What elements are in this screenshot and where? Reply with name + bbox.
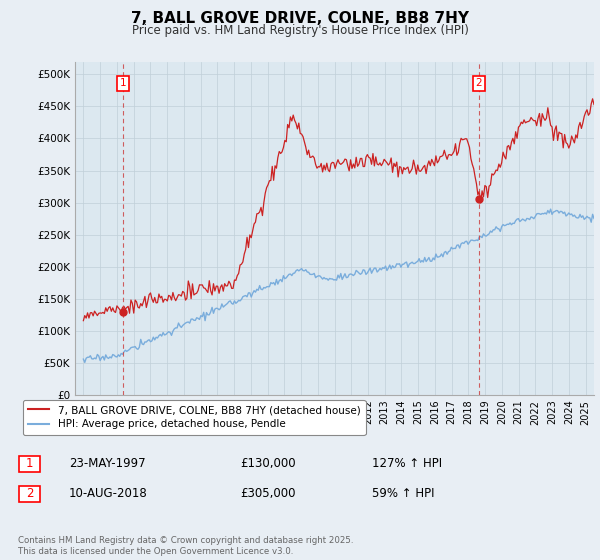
Text: 1: 1 [26, 457, 33, 470]
Text: Price paid vs. HM Land Registry's House Price Index (HPI): Price paid vs. HM Land Registry's House … [131, 24, 469, 36]
Text: £130,000: £130,000 [240, 457, 296, 470]
Text: 2: 2 [26, 487, 33, 501]
Text: 127% ↑ HPI: 127% ↑ HPI [372, 457, 442, 470]
Text: 7, BALL GROVE DRIVE, COLNE, BB8 7HY: 7, BALL GROVE DRIVE, COLNE, BB8 7HY [131, 11, 469, 26]
Legend: 7, BALL GROVE DRIVE, COLNE, BB8 7HY (detached house), HPI: Average price, detach: 7, BALL GROVE DRIVE, COLNE, BB8 7HY (det… [23, 400, 365, 435]
Text: 59% ↑ HPI: 59% ↑ HPI [372, 487, 434, 501]
FancyBboxPatch shape [19, 486, 40, 502]
Text: 10-AUG-2018: 10-AUG-2018 [69, 487, 148, 501]
FancyBboxPatch shape [19, 456, 40, 472]
Text: 23-MAY-1997: 23-MAY-1997 [69, 457, 146, 470]
Text: 2: 2 [475, 78, 482, 88]
Text: Contains HM Land Registry data © Crown copyright and database right 2025.
This d: Contains HM Land Registry data © Crown c… [18, 536, 353, 556]
Text: £305,000: £305,000 [240, 487, 296, 501]
Text: 1: 1 [120, 78, 127, 88]
